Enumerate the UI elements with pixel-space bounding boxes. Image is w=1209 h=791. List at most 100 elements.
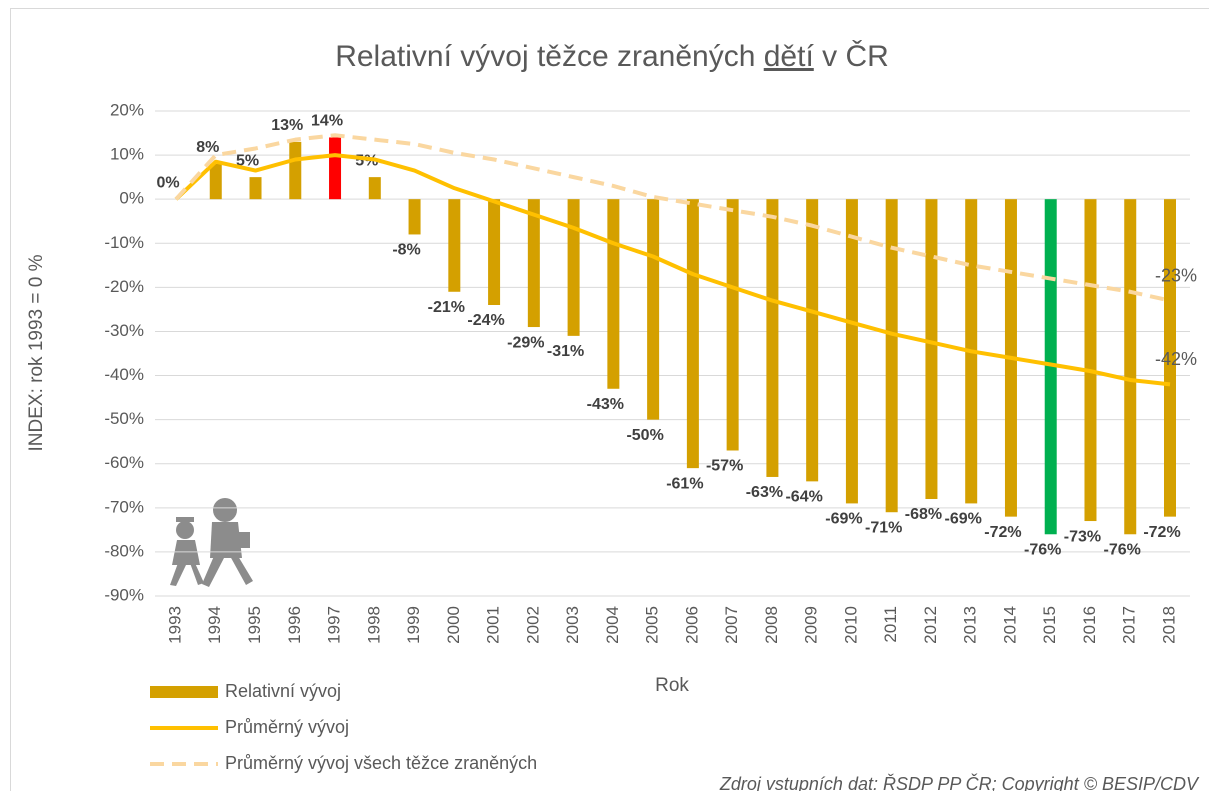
x-tick-label: 1995 bbox=[245, 606, 264, 644]
data-label: -29% bbox=[507, 334, 544, 351]
children-icon bbox=[170, 498, 253, 587]
line-series bbox=[174, 153, 1171, 387]
x-tick-label: 2010 bbox=[841, 606, 860, 644]
data-label: -69% bbox=[945, 511, 982, 528]
y-tick-label: -70% bbox=[104, 497, 144, 516]
data-label: -73% bbox=[1064, 528, 1101, 545]
data-label: -24% bbox=[467, 312, 504, 329]
bar bbox=[925, 199, 938, 499]
bar bbox=[607, 199, 620, 389]
x-tick-label: 2011 bbox=[881, 606, 900, 643]
x-tick-label: 2003 bbox=[563, 606, 582, 644]
data-label: -68% bbox=[905, 506, 942, 523]
x-tick-label: 2004 bbox=[603, 606, 622, 644]
bar bbox=[647, 199, 660, 420]
data-label: -63% bbox=[746, 484, 783, 501]
bar bbox=[408, 199, 421, 235]
x-tick-label: 2015 bbox=[1040, 606, 1059, 644]
x-tick-label: 2017 bbox=[1120, 606, 1139, 644]
y-tick-label: -60% bbox=[104, 453, 144, 472]
data-label: -43% bbox=[587, 396, 624, 413]
data-label: 5% bbox=[236, 152, 259, 169]
title-part: dětí bbox=[764, 40, 815, 73]
source-note: Zdroj vstupních dat: ŘSDP PP ČR; Copyrig… bbox=[719, 773, 1200, 791]
bar bbox=[845, 199, 858, 504]
y-tick-label: -20% bbox=[104, 277, 144, 296]
x-tick-label: 2001 bbox=[484, 606, 503, 644]
x-tick-label: 1996 bbox=[285, 606, 304, 644]
legend-swatch bbox=[150, 686, 218, 698]
data-label: -57% bbox=[706, 458, 743, 475]
x-tick-label: 2018 bbox=[1159, 606, 1178, 644]
x-tick-label: 1998 bbox=[364, 606, 383, 644]
data-label: 13% bbox=[271, 117, 303, 134]
y-tick-label: -30% bbox=[104, 321, 144, 340]
legend-label: Relativní vývoj bbox=[225, 681, 341, 701]
x-tick-label: 1994 bbox=[205, 606, 224, 644]
data-label: 8% bbox=[196, 139, 219, 156]
data-label: 0% bbox=[156, 174, 179, 191]
data-label: -72% bbox=[984, 524, 1021, 541]
x-tick-label: 2002 bbox=[523, 606, 542, 644]
data-label: -71% bbox=[865, 519, 902, 536]
y-axis-label: INDEX: rok 1993 = 0 % bbox=[26, 254, 47, 451]
x-axis-label: Rok bbox=[655, 675, 689, 696]
line-end-label: -23% bbox=[1155, 265, 1197, 285]
data-label: -76% bbox=[1024, 541, 1061, 558]
x-tick-label: 2006 bbox=[682, 606, 701, 644]
data-label: -8% bbox=[392, 242, 420, 259]
x-tick-label: 2005 bbox=[643, 606, 662, 644]
y-tick-label: -90% bbox=[104, 585, 144, 604]
data-label: -61% bbox=[666, 475, 703, 492]
data-label: -21% bbox=[428, 299, 465, 316]
x-tick-label: 1999 bbox=[404, 606, 423, 644]
bar bbox=[885, 199, 898, 513]
x-tick-label: 2008 bbox=[762, 606, 781, 644]
y-tick-label: 20% bbox=[110, 100, 144, 119]
bar bbox=[527, 199, 540, 328]
y-tick-label: 0% bbox=[119, 189, 144, 208]
bar bbox=[766, 199, 779, 477]
legend-label: Průměrný vývoj všech těžce zraněných bbox=[225, 753, 537, 773]
bar bbox=[209, 163, 222, 200]
x-tick-label: 2009 bbox=[802, 606, 821, 644]
bar bbox=[1084, 199, 1097, 522]
x-tick-label: 2013 bbox=[961, 606, 980, 644]
y-tick-label: -40% bbox=[104, 365, 144, 384]
data-label: 14% bbox=[311, 113, 343, 130]
title-part: Relativní vývoj těžce zraněných bbox=[335, 40, 764, 73]
x-tick-label: 2007 bbox=[722, 606, 741, 644]
data-label: -76% bbox=[1104, 541, 1141, 558]
line-series bbox=[174, 133, 1171, 303]
bar bbox=[329, 137, 342, 200]
bar bbox=[1164, 199, 1176, 517]
x-tick-label: 2000 bbox=[444, 606, 463, 644]
bar bbox=[289, 141, 302, 200]
bar bbox=[686, 199, 699, 469]
bar bbox=[726, 199, 739, 451]
x-tick-label: 2012 bbox=[921, 606, 940, 644]
y-tick-label: 10% bbox=[110, 145, 144, 164]
y-tick-label: -80% bbox=[104, 541, 144, 560]
data-label: -69% bbox=[825, 511, 862, 528]
bar bbox=[567, 199, 580, 336]
bar bbox=[368, 177, 381, 200]
bar bbox=[249, 177, 262, 200]
bar bbox=[488, 199, 501, 305]
bar bbox=[1044, 199, 1057, 535]
data-label: -31% bbox=[547, 343, 584, 360]
bar bbox=[448, 199, 461, 292]
y-tick-label: -10% bbox=[104, 233, 144, 252]
x-tick-label: 2016 bbox=[1080, 606, 1099, 644]
x-tick-label: 2014 bbox=[1000, 606, 1019, 644]
line-end-label: -42% bbox=[1155, 349, 1197, 369]
bar bbox=[806, 199, 819, 482]
data-label: -50% bbox=[626, 427, 663, 444]
data-label: -72% bbox=[1143, 524, 1180, 541]
bar bbox=[1124, 199, 1137, 535]
x-tick-label: 1993 bbox=[165, 606, 184, 644]
title-part: v ČR bbox=[814, 39, 889, 73]
legend-label: Průměrný vývoj bbox=[225, 717, 349, 737]
data-label: -64% bbox=[785, 489, 822, 506]
